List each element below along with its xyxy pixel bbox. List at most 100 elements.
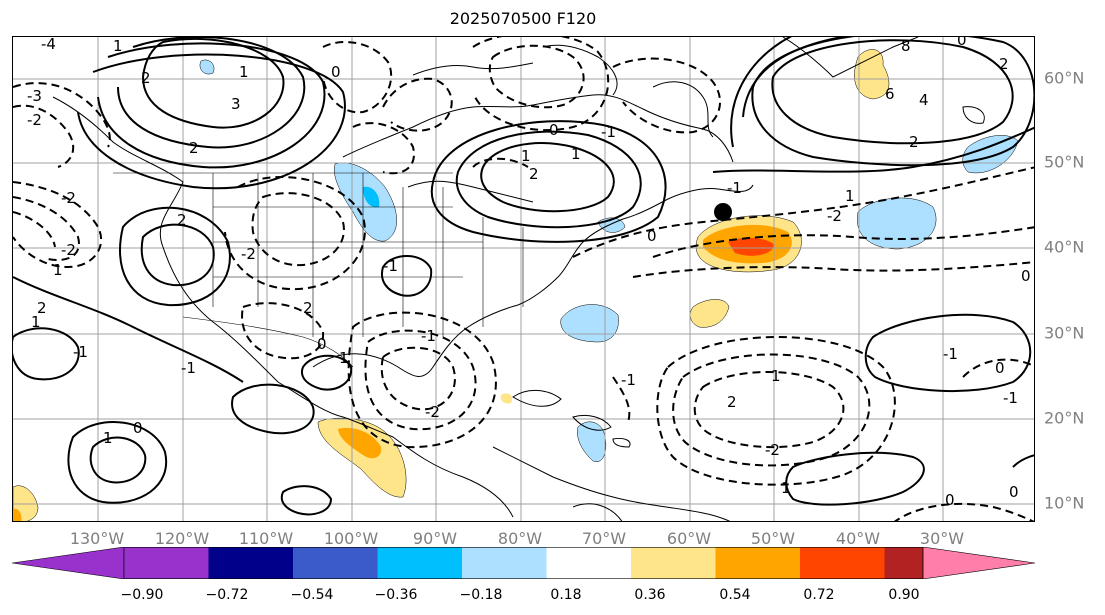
longitude-label: 110°W xyxy=(238,529,294,548)
latitude-label: 30°N xyxy=(1044,323,1085,343)
longitude-label: 130°W xyxy=(69,529,125,548)
colorbar-extend-high xyxy=(922,547,1035,579)
colorbar-bin xyxy=(631,547,716,579)
contour-label: -1 xyxy=(73,343,88,361)
contour-label: 1 xyxy=(103,429,113,447)
colorbar-tick-label: 0.54 xyxy=(719,587,751,603)
colorbar-bin xyxy=(377,547,462,579)
colorbar-tick-label: 0.90 xyxy=(888,587,920,603)
contour-label: 8 xyxy=(901,37,911,55)
contour-label: 0 xyxy=(1021,267,1031,285)
anomaly-neg-5 xyxy=(856,197,937,250)
contour-label: 0 xyxy=(995,359,1005,377)
contour-label: 0 xyxy=(317,335,327,353)
contour-label: -2 xyxy=(241,245,256,263)
map-panel: -4 -3 -2 1 2 3 -2 1 -2 2 1 2 -1 0 1 -1 0… xyxy=(12,36,1035,522)
contour-label: 0 xyxy=(549,121,559,139)
storm-position-marker xyxy=(714,203,732,221)
anomaly-neg-4 xyxy=(962,135,1019,174)
contour-label: 2 xyxy=(909,133,919,151)
longitude-label: 60°W xyxy=(666,529,712,548)
anomaly-pos-5 xyxy=(689,299,730,328)
contour-label: 2 xyxy=(189,139,199,157)
contour-label: -1 xyxy=(943,345,958,363)
longitude-label: 70°W xyxy=(581,529,627,548)
colorbar-tick-label: −0.36 xyxy=(374,587,418,603)
anomaly-pos-4 xyxy=(854,49,890,100)
anomaly-pos-6 xyxy=(317,417,407,498)
contours-solid xyxy=(13,37,1034,516)
contour-label: 1 xyxy=(239,63,249,81)
contour-label: 2 xyxy=(37,299,47,317)
contour-label: 1 xyxy=(339,349,349,367)
contour-label: 2 xyxy=(529,165,539,183)
contour-label: -2 xyxy=(61,189,76,207)
contour-label: -2 xyxy=(27,111,42,129)
colorbar-bin xyxy=(800,547,885,579)
contour-label: 1 xyxy=(521,147,531,165)
anomaly-neg-2 xyxy=(363,186,380,208)
latitude-label: 50°N xyxy=(1044,152,1085,172)
colorbar-bin xyxy=(715,547,800,579)
colorbar-tick-label: 0.72 xyxy=(803,587,835,603)
contour-label: -1 xyxy=(1003,389,1018,407)
latitude-label: 60°N xyxy=(1044,68,1085,88)
longitude-label: 40°W xyxy=(835,529,881,548)
anomaly-pos-3 xyxy=(728,237,775,256)
contour-label: 0 xyxy=(1009,483,1019,501)
contour-label: 1 xyxy=(845,187,855,205)
contour-label: 2 xyxy=(177,211,187,229)
graticule xyxy=(13,37,1034,521)
contour-label: 0 xyxy=(331,63,341,81)
contour-label: -2 xyxy=(61,241,76,259)
anomaly-pos-9 xyxy=(13,508,22,521)
longitude-label: 120°W xyxy=(154,529,210,548)
contours-dashed xyxy=(13,37,1034,521)
longitude-label: 100°W xyxy=(323,529,379,548)
contour-label: 6 xyxy=(885,85,895,103)
anomaly-pos-7 xyxy=(338,427,382,459)
anomaly-neg-6 xyxy=(560,304,619,343)
colorbar-extend-low xyxy=(12,547,125,579)
longitude-label: 30°W xyxy=(919,529,965,548)
contour-label: -2 xyxy=(765,441,780,459)
contour-label: 2 xyxy=(999,55,1009,73)
colorbar-bin xyxy=(124,547,209,579)
latitude-label: 40°N xyxy=(1044,237,1085,257)
colorbar-bin xyxy=(546,547,631,579)
longitude-label: 50°W xyxy=(750,529,796,548)
contour-label: -2 xyxy=(827,207,842,225)
shaded-anomalies xyxy=(13,49,1019,521)
colorbar-bin xyxy=(208,547,293,579)
map-title: 2025070500 F120 xyxy=(449,9,597,28)
colorbar-bin xyxy=(884,547,923,579)
colorbar-bin xyxy=(462,547,547,579)
contour-label: -1 xyxy=(181,359,196,377)
anomaly-neg-8 xyxy=(577,421,607,462)
contour-label: 2 xyxy=(141,69,151,87)
contour-label: 1 xyxy=(53,261,63,279)
contour-label: 0 xyxy=(133,419,143,437)
contour-label: 2 xyxy=(727,393,737,411)
latitude-label: 20°N xyxy=(1044,408,1085,428)
longitude-label: 80°W xyxy=(497,529,543,548)
colorbar xyxy=(12,547,1035,579)
coastlines xyxy=(52,37,985,521)
colorbar-tick-label: −0.54 xyxy=(290,587,334,603)
anomaly-neg-3 xyxy=(199,59,215,75)
colorbar-tick-label: −0.90 xyxy=(120,587,164,603)
contour-label: -1 xyxy=(421,327,436,345)
contour-label: 1 xyxy=(113,37,123,55)
contour-label: 1 xyxy=(571,145,581,163)
anomaly-neg-1 xyxy=(333,162,397,242)
contour-label: 0 xyxy=(647,227,657,245)
contour-label: 1 xyxy=(771,367,781,385)
contour-labels: -4 -3 -2 1 2 3 -2 1 -2 2 1 2 -1 0 1 -1 0… xyxy=(27,37,1031,509)
longitude-label: 90°W xyxy=(412,529,458,548)
contour-label: -2 xyxy=(425,403,440,421)
latitude-label: 10°N xyxy=(1044,493,1085,513)
contour-label: 1 xyxy=(781,479,791,497)
colorbar-bin xyxy=(293,547,378,579)
contour-label: 0 xyxy=(945,491,955,509)
contour-label: -1 xyxy=(601,123,616,141)
